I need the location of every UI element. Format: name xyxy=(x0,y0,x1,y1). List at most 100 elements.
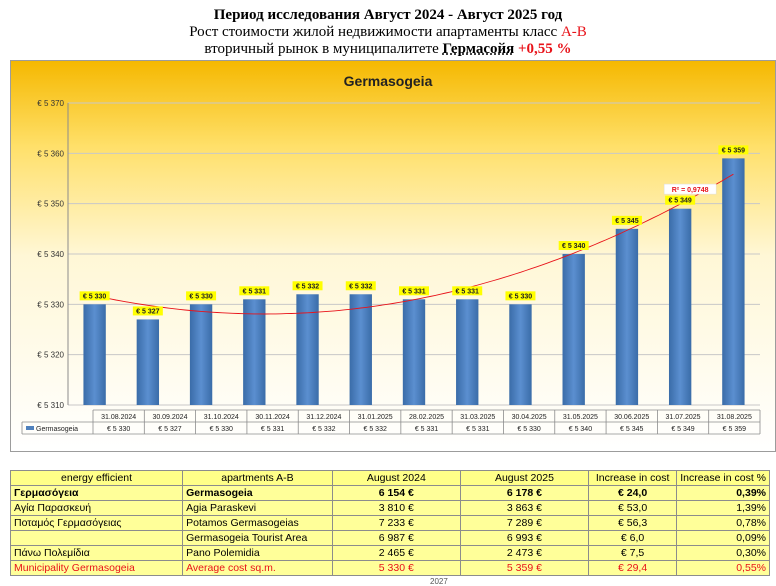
table-value: € 5 345 xyxy=(620,426,643,433)
table-cell: Πάνω Πολεμίδια xyxy=(9,545,184,561)
table-cell: € 6,0 xyxy=(588,530,678,546)
table-cell: Γερμασόγεια xyxy=(9,485,184,501)
bar xyxy=(509,304,532,405)
price-chart: Germasogeia € 5 310 € 5 320 € 5 330 € 5 340… xyxy=(10,60,776,452)
x-tick-label: 28.02.2025 xyxy=(409,414,444,421)
table-cell: Ποταμός Γερμασόγειας xyxy=(9,515,184,531)
bar xyxy=(615,228,639,405)
data-label-bg xyxy=(186,291,217,301)
table-cell: Potamos Germasogeias xyxy=(182,515,333,531)
bar xyxy=(243,299,266,405)
table-value: € 5 349 xyxy=(671,426,694,433)
data-label-bg xyxy=(345,281,376,291)
column-header: August 2024 xyxy=(331,470,461,486)
table-cell: 7 289 € xyxy=(459,515,590,531)
table-cell: Agia Paraskevi xyxy=(182,500,333,516)
y-tick-label: € 5 350 xyxy=(37,200,64,209)
column-header: apartments A-B xyxy=(182,470,333,486)
data-label: € 5 345 xyxy=(615,218,638,225)
cost-comparison-table: energy efficient apartments A-B August 2… xyxy=(9,470,770,576)
column-header: Increase in cost % xyxy=(676,470,770,486)
legend-swatch xyxy=(26,426,34,430)
x-tick-label: 31.03.2025 xyxy=(460,414,495,421)
table-row: Germasogeia Tourist Area 6 987 €6 993 € € … xyxy=(9,530,770,546)
x-tick-label: 31.12.2024 xyxy=(306,414,341,421)
table-cell: 2 465 € xyxy=(331,545,461,561)
data-label: € 5 332 xyxy=(349,283,372,290)
table-value: € 5 340 xyxy=(569,426,592,433)
x-tick-label: 31.08.2025 xyxy=(717,414,752,421)
table-cell: 0,78% xyxy=(676,515,770,531)
trend-line xyxy=(94,173,734,315)
table-cell: 5 330 € xyxy=(331,560,461,576)
x-tick-label: 31.01.2025 xyxy=(358,414,393,421)
table-cell: 6 154 € xyxy=(331,485,461,501)
bar xyxy=(296,294,319,405)
table-cell: Αγία Παρασκευή xyxy=(9,500,184,516)
bar xyxy=(402,299,426,405)
table-row: Municipality Germasogeia Average cost sq.… xyxy=(9,560,770,576)
x-tick-label: 30.11.2024 xyxy=(255,414,290,421)
column-header: August 2025 xyxy=(459,470,590,486)
footnote: 2027 xyxy=(430,577,448,586)
table-cell: Average cost sq.m. xyxy=(182,560,333,576)
data-label: € 5 332 xyxy=(296,283,319,290)
apartment-class: A-B xyxy=(560,24,587,40)
data-label: € 5 331 xyxy=(456,288,479,295)
table-cell: € 7,5 xyxy=(588,545,678,561)
data-label: € 5 330 xyxy=(83,293,106,300)
table-value: € 5 331 xyxy=(415,426,438,433)
column-header: energy efficient xyxy=(9,470,184,486)
x-tick-label: 30.06.2025 xyxy=(614,414,649,421)
y-tick-label: € 5 360 xyxy=(37,149,64,158)
data-label-bg xyxy=(132,306,163,316)
data-label-bg xyxy=(665,195,696,205)
subtitle-text: Рост стоимости жилой недвижимости апарта… xyxy=(189,24,561,40)
x-tick-label: 31.10.2024 xyxy=(204,414,239,421)
data-label: € 5 331 xyxy=(402,288,425,295)
bar xyxy=(722,158,745,405)
data-label: € 5 331 xyxy=(243,288,266,295)
table-cell: € 24,0 xyxy=(588,485,678,501)
x-tick-label: 30.09.2024 xyxy=(152,414,187,421)
data-label-bg xyxy=(558,241,589,250)
data-label: € 5 359 xyxy=(722,147,745,154)
r2-label-bg xyxy=(663,183,717,195)
chart-background xyxy=(10,60,776,452)
y-tick-label: € 5 330 xyxy=(37,300,64,309)
table-value: € 5 331 xyxy=(466,426,489,433)
total-change: +0,55 % xyxy=(518,41,572,57)
x-tick-label: 31.08.2024 xyxy=(101,414,136,421)
column-header: Increase in cost xyxy=(588,470,678,486)
market-text: вторичный рынок в муниципалитете xyxy=(204,41,443,57)
data-label-bg xyxy=(718,145,749,155)
data-label: € 5 330 xyxy=(509,293,532,300)
table-cell: Pano Polemidia xyxy=(182,545,333,561)
report-header: Период исследования Август 2024 - Август… xyxy=(0,6,776,58)
table-cell: 1,39% xyxy=(676,500,770,516)
table-cell: 2 473 € xyxy=(459,545,590,561)
table-cell: 6 987 € xyxy=(331,530,461,546)
report-period-title: Период исследования Август 2024 - Август… xyxy=(213,7,563,23)
r2-label: R² = 0,9748 xyxy=(672,187,709,194)
table-cell: Municipality Germasogeia xyxy=(9,560,184,576)
bar xyxy=(189,304,213,405)
table-cell: 0,30% xyxy=(676,545,770,561)
table-value: € 5 330 xyxy=(517,426,540,433)
table-row: Ποταμός Γερμασόγειας Potamos Germasogeias… xyxy=(9,515,770,531)
data-label-bg xyxy=(505,291,536,301)
table-cell: 5 359 € xyxy=(459,560,590,576)
data-label-bg xyxy=(611,215,642,225)
data-label: € 5 349 xyxy=(668,198,691,205)
bar xyxy=(668,208,692,405)
table-cell: 3 863 € xyxy=(459,500,590,516)
table-row: Πάνω Πολεμίδια Pano Polemidia 2 465 €2 473… xyxy=(9,545,770,561)
table-cell: 7 233 € xyxy=(331,515,461,531)
table-cell: € 53,0 xyxy=(588,500,678,516)
y-tick-label: € 5 320 xyxy=(37,351,64,360)
report-subtitle: Рост стоимости жилой недвижимости апарта… xyxy=(0,24,776,41)
table-value: € 5 332 xyxy=(364,426,387,433)
table-value: € 5 330 xyxy=(210,426,233,433)
table-value: € 5 332 xyxy=(312,426,335,433)
data-label-bg xyxy=(79,291,110,301)
